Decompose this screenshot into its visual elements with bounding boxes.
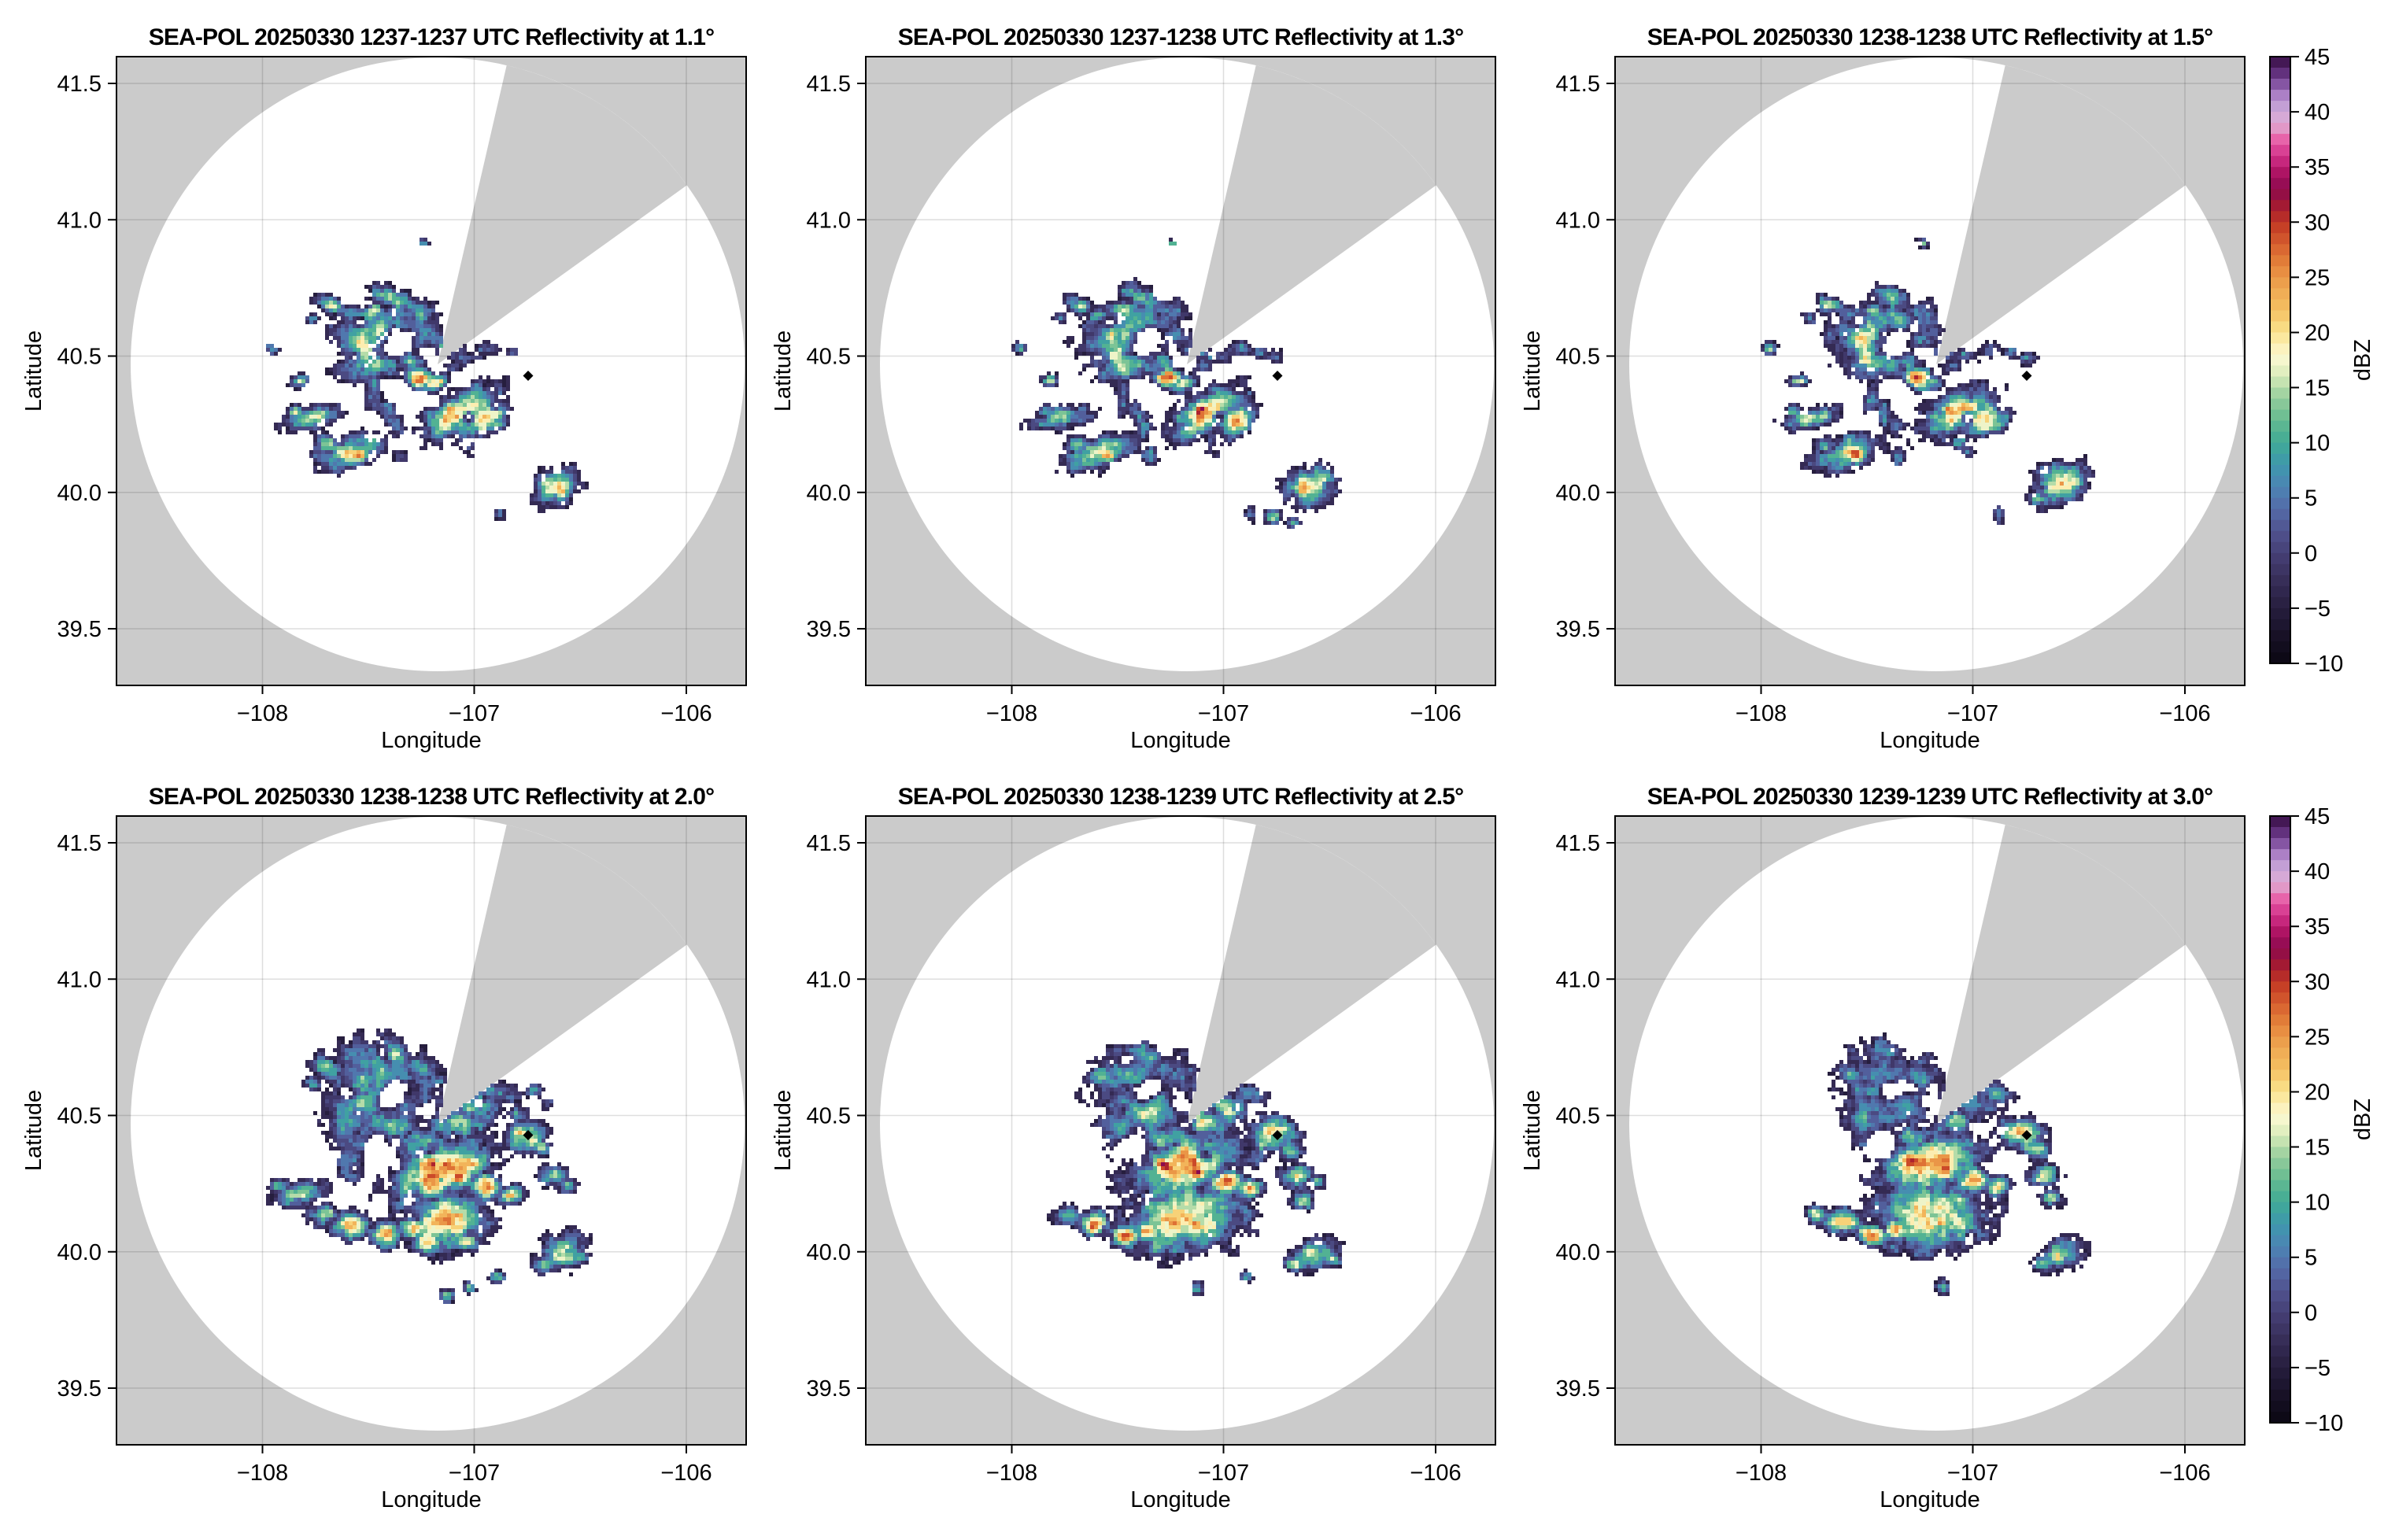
svg-text:35: 35 — [2305, 914, 2330, 940]
svg-text:−10: −10 — [2305, 1411, 2343, 1436]
svg-text:−107: −107 — [449, 1461, 500, 1486]
svg-text:−107: −107 — [1947, 1461, 1998, 1486]
svg-text:41.0: 41.0 — [807, 208, 851, 233]
svg-text:40.0: 40.0 — [1556, 481, 1600, 506]
svg-text:40.0: 40.0 — [1556, 1240, 1600, 1265]
svg-text:15: 15 — [2305, 1136, 2330, 1161]
svg-text:−107: −107 — [1198, 1461, 1249, 1486]
svg-text:39.5: 39.5 — [807, 617, 851, 642]
svg-text:40.0: 40.0 — [807, 1240, 851, 1265]
svg-text:−5: −5 — [2305, 596, 2331, 622]
svg-text:SEA-POL 20250330 1237-1238 UTC: SEA-POL 20250330 1237-1238 UTC Reflectiv… — [898, 24, 1464, 50]
svg-text:39.5: 39.5 — [57, 1376, 102, 1402]
svg-text:dBZ: dBZ — [2350, 339, 2375, 381]
svg-text:40.5: 40.5 — [1556, 1104, 1600, 1129]
svg-text:10: 10 — [2305, 1191, 2330, 1216]
svg-text:40.0: 40.0 — [57, 1240, 102, 1265]
svg-text:SEA-POL 20250330 1237-1237 UTC: SEA-POL 20250330 1237-1237 UTC Reflectiv… — [149, 24, 715, 50]
svg-text:Longitude: Longitude — [381, 1487, 481, 1512]
svg-text:−108: −108 — [1735, 1461, 1787, 1486]
svg-text:−108: −108 — [986, 701, 1037, 726]
svg-text:20: 20 — [2305, 321, 2330, 346]
svg-text:5: 5 — [2305, 1246, 2317, 1271]
svg-text:30: 30 — [2305, 210, 2330, 235]
svg-text:20: 20 — [2305, 1080, 2330, 1106]
svg-text:−108: −108 — [237, 1461, 288, 1486]
svg-text:SEA-POL 20250330 1238-1238 UTC: SEA-POL 20250330 1238-1238 UTC Reflectiv… — [1647, 24, 2213, 50]
svg-text:Latitude: Latitude — [1520, 1090, 1545, 1171]
svg-text:25: 25 — [2305, 1025, 2330, 1050]
svg-text:Latitude: Latitude — [21, 1090, 46, 1171]
svg-text:10: 10 — [2305, 431, 2330, 456]
svg-text:Longitude: Longitude — [381, 728, 481, 753]
svg-text:39.5: 39.5 — [1556, 617, 1600, 642]
svg-text:45: 45 — [2305, 45, 2330, 70]
svg-text:−106: −106 — [2159, 701, 2210, 726]
svg-text:0: 0 — [2305, 1301, 2317, 1326]
svg-text:Longitude: Longitude — [1880, 1487, 1979, 1512]
svg-text:Latitude: Latitude — [1520, 331, 1545, 412]
svg-text:40: 40 — [2305, 859, 2330, 884]
svg-text:Latitude: Latitude — [771, 1090, 796, 1171]
svg-text:41.0: 41.0 — [807, 967, 851, 992]
svg-text:41.5: 41.5 — [1556, 831, 1600, 856]
svg-text:40.0: 40.0 — [807, 481, 851, 506]
svg-text:41.0: 41.0 — [1556, 208, 1600, 233]
svg-text:45: 45 — [2305, 804, 2330, 829]
svg-text:40.5: 40.5 — [57, 1104, 102, 1129]
svg-text:SEA-POL 20250330 1238-1239 UTC: SEA-POL 20250330 1238-1239 UTC Reflectiv… — [898, 784, 1464, 810]
svg-text:Latitude: Latitude — [771, 331, 796, 412]
svg-text:Longitude: Longitude — [1130, 1487, 1230, 1512]
svg-text:15: 15 — [2305, 376, 2330, 401]
svg-text:40.5: 40.5 — [1556, 345, 1600, 370]
svg-text:Longitude: Longitude — [1130, 728, 1230, 753]
svg-text:SEA-POL 20250330 1239-1239 UTC: SEA-POL 20250330 1239-1239 UTC Reflectiv… — [1647, 784, 2213, 810]
svg-text:40.5: 40.5 — [807, 1104, 851, 1129]
svg-text:39.5: 39.5 — [807, 1376, 851, 1402]
svg-text:41.0: 41.0 — [1556, 967, 1600, 992]
svg-text:−106: −106 — [660, 1461, 712, 1486]
svg-text:41.0: 41.0 — [57, 967, 102, 992]
svg-text:41.5: 41.5 — [57, 831, 102, 856]
svg-text:41.5: 41.5 — [1556, 72, 1600, 97]
svg-text:25: 25 — [2305, 265, 2330, 290]
svg-text:41.0: 41.0 — [57, 208, 102, 233]
svg-text:40.5: 40.5 — [807, 345, 851, 370]
svg-text:0: 0 — [2305, 541, 2317, 567]
svg-text:−106: −106 — [1410, 1461, 1461, 1486]
svg-text:41.5: 41.5 — [807, 831, 851, 856]
svg-text:40.0: 40.0 — [57, 481, 102, 506]
svg-text:5: 5 — [2305, 486, 2317, 511]
svg-text:−106: −106 — [660, 701, 712, 726]
svg-text:−107: −107 — [1947, 701, 1998, 726]
svg-text:−107: −107 — [1198, 701, 1249, 726]
svg-text:40.5: 40.5 — [57, 345, 102, 370]
svg-text:Latitude: Latitude — [21, 331, 46, 412]
svg-text:40: 40 — [2305, 100, 2330, 125]
svg-text:−108: −108 — [986, 1461, 1037, 1486]
svg-text:SEA-POL 20250330 1238-1238 UTC: SEA-POL 20250330 1238-1238 UTC Reflectiv… — [149, 784, 715, 810]
svg-text:30: 30 — [2305, 969, 2330, 995]
svg-text:41.5: 41.5 — [57, 72, 102, 97]
svg-text:41.5: 41.5 — [807, 72, 851, 97]
svg-text:−108: −108 — [237, 701, 288, 726]
svg-text:39.5: 39.5 — [1556, 1376, 1600, 1402]
svg-text:−5: −5 — [2305, 1356, 2331, 1381]
svg-text:−106: −106 — [2159, 1461, 2210, 1486]
svg-text:39.5: 39.5 — [57, 617, 102, 642]
svg-text:−107: −107 — [449, 701, 500, 726]
svg-text:Longitude: Longitude — [1880, 728, 1979, 753]
svg-text:−106: −106 — [1410, 701, 1461, 726]
svg-text:−10: −10 — [2305, 652, 2343, 677]
svg-text:35: 35 — [2305, 155, 2330, 180]
svg-text:−108: −108 — [1735, 701, 1787, 726]
svg-text:dBZ: dBZ — [2350, 1099, 2375, 1140]
